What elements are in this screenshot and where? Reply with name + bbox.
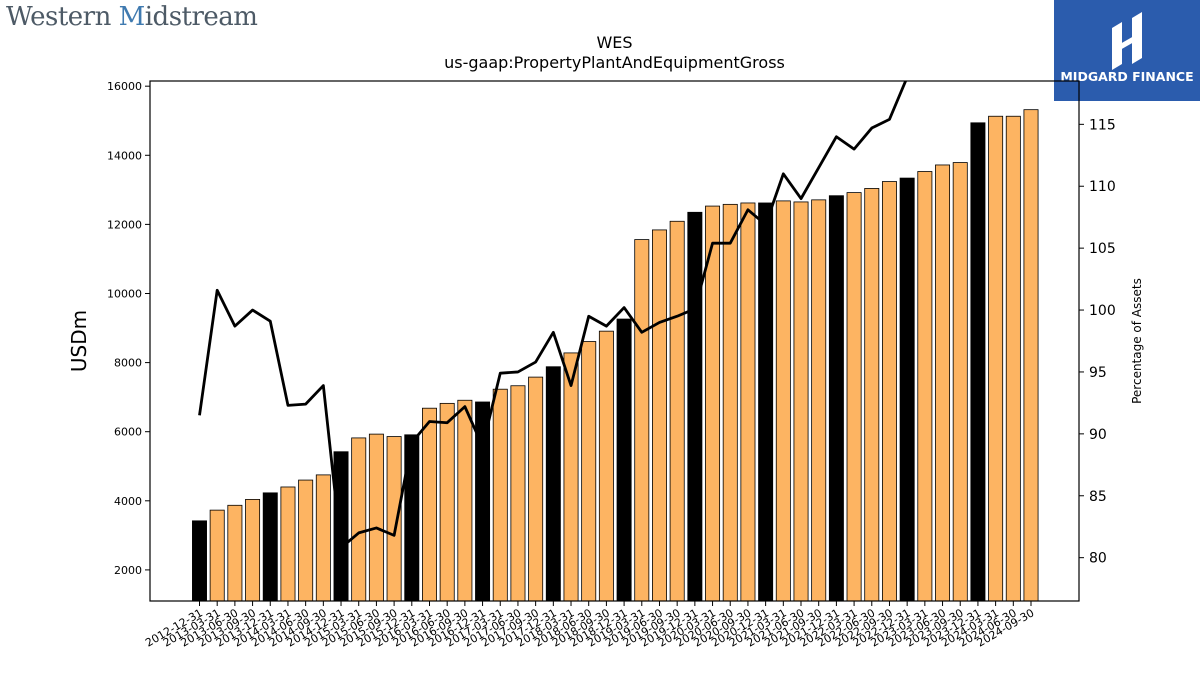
bar-2019-06-30 <box>652 229 667 602</box>
bar-2021-09-30 <box>811 199 827 602</box>
brand-badge-text: MIDGARD FINANCE <box>1060 69 1194 84</box>
bar-2023-03-31 <box>917 171 933 602</box>
bar-2017-06-30 <box>510 385 526 602</box>
bar-2021-12-31 <box>828 195 844 602</box>
bar-2018-03-31 <box>563 352 579 602</box>
bar-2019-09-30 <box>669 220 685 602</box>
line-layer <box>198 81 908 550</box>
bar-2016-03-31 <box>422 407 437 602</box>
bar-2018-12-31 <box>616 318 632 602</box>
y2-axis-label: Percentage of Assets <box>1130 278 1144 404</box>
bar-2021-06-30 <box>793 201 809 602</box>
bar-2013-06-30 <box>227 504 243 602</box>
y2-tick-label: 110 <box>1089 179 1116 195</box>
x-axis: 2012-12-312013-03-312013-06-302013-09-30… <box>143 601 1037 650</box>
bar-2022-06-30 <box>864 188 880 602</box>
bar-2014-09-30 <box>315 474 331 602</box>
y2-tick-label: 85 <box>1089 489 1107 505</box>
bar-2018-06-30 <box>581 341 597 602</box>
chart-title: WES <box>596 33 632 52</box>
bar-2015-09-30 <box>386 436 402 602</box>
y2-tick-label: 100 <box>1089 303 1116 319</box>
bar-2022-09-30 <box>881 181 897 602</box>
brand-logo-icon <box>1112 12 1142 70</box>
bar-2024-03-31 <box>988 115 1004 602</box>
bar-2014-12-31 <box>333 451 349 602</box>
bar-2013-09-30 <box>245 499 261 602</box>
bar-2023-12-31 <box>970 122 986 602</box>
brand-badge: MIDGARD FINANCE <box>1054 0 1200 101</box>
y-tick-label: 4000 <box>114 495 142 508</box>
bar-2015-12-31 <box>404 434 420 602</box>
bar-2012-12-31 <box>192 520 207 602</box>
bar-2013-12-31 <box>262 492 278 602</box>
bar-2021-03-31 <box>775 200 791 602</box>
bar-2023-06-30 <box>935 164 951 602</box>
y-axis-label: USDm <box>67 310 91 372</box>
y2-tick-label: 115 <box>1089 117 1116 133</box>
y-tick-label: 14000 <box>107 149 142 162</box>
bar-2017-03-31 <box>492 388 508 602</box>
bar-2024-09-30 <box>1023 109 1039 602</box>
chart-subtitle: us-gaap:PropertyPlantAndEquipmentGross <box>444 53 785 72</box>
y-tick-label: 12000 <box>107 218 142 231</box>
bar-2017-12-31 <box>545 366 561 602</box>
company-logo-text-3: idstream <box>144 2 258 32</box>
bar-2023-09-30 <box>952 162 968 602</box>
y-tick-label: 10000 <box>107 287 142 300</box>
bar-2017-09-30 <box>528 376 544 602</box>
bar-2022-03-31 <box>846 192 862 602</box>
bar-2014-06-30 <box>298 479 314 602</box>
company-logo-text-2: M <box>118 2 146 32</box>
bar-2013-03-31 <box>209 509 225 602</box>
y-tick-label: 2000 <box>114 564 142 577</box>
bar-2018-09-30 <box>598 330 614 602</box>
bar-2015-06-30 <box>368 433 384 602</box>
plot-frame <box>149 80 1080 602</box>
company-logo: Western Midstream <box>6 2 258 32</box>
bars-layer <box>192 109 1039 602</box>
y2-tick-label: 95 <box>1089 365 1107 381</box>
percentage-line <box>198 81 908 550</box>
y-axis-right: 80 85 90 95 100 105 110 115 <box>1079 117 1116 567</box>
bar-2016-06-30 <box>439 402 455 602</box>
y2-tick-label: 105 <box>1089 241 1116 257</box>
y2-tick-label: 90 <box>1089 427 1107 443</box>
bar-2020-12-31 <box>758 202 774 602</box>
y-tick-label: 16000 <box>107 80 142 93</box>
y2-tick-label: 80 <box>1089 551 1107 567</box>
bar-2022-12-31 <box>899 177 915 602</box>
bar-2019-12-31 <box>687 211 703 602</box>
bar-2016-09-30 <box>457 399 473 602</box>
y-axis-left: 2000 4000 6000 8000 10000 12000 14000 16000 <box>107 80 150 577</box>
bar-2020-09-30 <box>740 202 756 602</box>
bar-2015-03-31 <box>351 437 367 602</box>
bar-2024-06-30 <box>1005 115 1021 602</box>
bar-2014-03-31 <box>280 486 296 602</box>
bar-2020-06-30 <box>722 203 738 602</box>
bar-2019-03-31 <box>634 239 650 602</box>
y-tick-label: 8000 <box>114 357 142 370</box>
y-tick-label: 6000 <box>114 426 142 439</box>
company-logo-text-1: Western <box>6 2 119 32</box>
